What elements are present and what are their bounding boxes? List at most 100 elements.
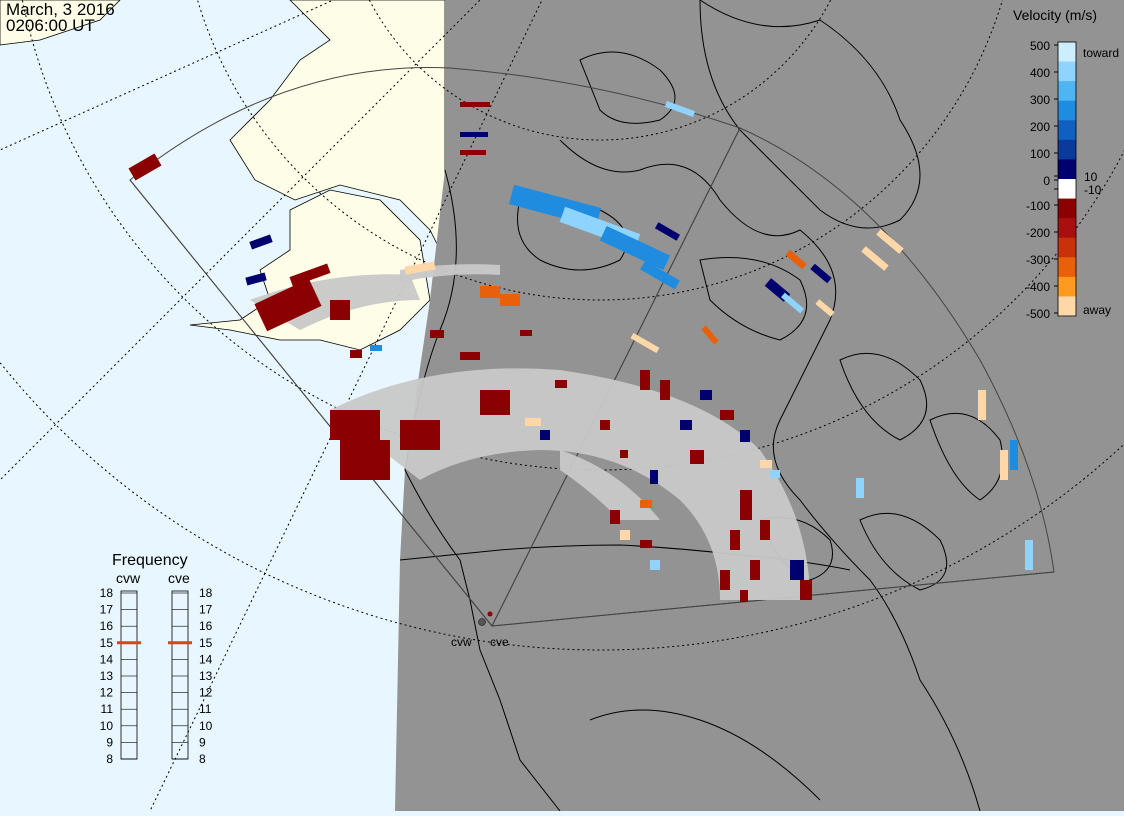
velocity-cell (350, 350, 362, 358)
velocity-color-swatch (1058, 198, 1076, 219)
velocity-cell (785, 249, 807, 270)
frequency-tick-label: 18 (199, 586, 213, 600)
frequency-tick-label: 8 (199, 752, 206, 766)
velocity-cell (620, 530, 630, 540)
velocity-cell (245, 272, 267, 286)
frequency-tick-label: 11 (101, 702, 114, 716)
frequency-panel: Frequency cvw cve 1817161514131211109818… (100, 552, 213, 766)
velocity-cell (400, 420, 440, 450)
velocity-cell (701, 325, 719, 345)
frequency-scale-frame (120, 590, 138, 760)
frequency-tick-label: 9 (199, 735, 206, 749)
velocity-tick-label: 500 (1030, 39, 1050, 53)
frequency-scales: 18 17 16 15 14 13 12 11 10 9 8 18 17 16 15 14 13 12 11 10 9 8 (100, 586, 213, 766)
radar-sites: cvw cve (451, 611, 509, 649)
velocity-cell (1010, 440, 1018, 470)
velocity-cell (525, 418, 541, 426)
velocity-tick-label: -10 (1084, 183, 1102, 197)
velocity-cell (1025, 540, 1033, 570)
velocity-cell (720, 410, 734, 420)
date-label: March, 3 2016 (6, 0, 115, 19)
velocity-cell (640, 260, 680, 290)
velocity-cell (760, 460, 772, 468)
velocity-cell (740, 490, 752, 520)
velocity-cell (249, 234, 273, 250)
radar-site-cve (487, 611, 493, 617)
frequency-tick-label: 17 (199, 603, 213, 617)
velocity-color-swatch (1058, 179, 1076, 200)
velocity-legend: Velocity (m/s) 500400300200100100-10-100… (1013, 7, 1119, 321)
velocity-cell (599, 225, 671, 271)
velocity-cell (780, 292, 805, 314)
siberia-coast (0, 0, 121, 46)
velocity-cell (720, 570, 730, 590)
velocity-tick-label: 10 (1084, 170, 1098, 184)
velocity-cell (876, 229, 904, 254)
velocity-cell (740, 430, 750, 442)
velocity-cell (330, 410, 380, 440)
velocity-color-swatch (1058, 276, 1076, 297)
velocity-color-swatch (1058, 42, 1076, 63)
velocity-cell (460, 102, 490, 107)
velocity-cell (740, 590, 748, 602)
frequency-tick-label: 10 (100, 719, 114, 733)
velocity-cell (790, 560, 804, 580)
velocity-cell (460, 132, 488, 137)
velocity-cell (810, 263, 832, 284)
velocity-cell (856, 478, 864, 498)
velocity-color-swatch (1058, 120, 1076, 141)
velocity-cell (600, 420, 610, 430)
velocity-cell (690, 450, 704, 464)
velocity-color-bar-frame (1057, 41, 1077, 317)
velocity-cell (430, 330, 444, 338)
velocity-cell (640, 370, 650, 390)
velocity-color-swatch (1058, 237, 1076, 258)
velocity-color-swatch (1058, 81, 1076, 102)
frequency-tick-label: 12 (100, 686, 114, 700)
velocity-tick-label: -300 (1026, 253, 1050, 267)
frequency-tick-label: 15 (100, 636, 114, 650)
velocity-cell (640, 540, 652, 548)
frequency-tick-label: 14 (199, 652, 213, 666)
frequency-title: Frequency (112, 552, 188, 569)
velocity-cell (370, 345, 382, 351)
velocity-cell-layer (128, 101, 1033, 602)
frequency-tick-label: 12 (199, 686, 213, 700)
velocity-cell (654, 222, 681, 241)
velocity-cell (480, 390, 510, 415)
frequency-tick-label: 18 (100, 586, 114, 600)
velocity-cell (815, 299, 835, 317)
velocity-cell (520, 330, 532, 336)
velocity-cell (630, 332, 660, 354)
frequency-radar-cvw: cvw (116, 570, 141, 586)
velocity-cell (500, 294, 520, 306)
velocity-cell (480, 286, 500, 298)
frequency-tick-label: 14 (100, 652, 114, 666)
velocity-cell (289, 263, 331, 287)
velocity-cell (460, 352, 480, 360)
velocity-cell (760, 520, 770, 540)
velocity-cell (650, 470, 658, 484)
velocity-cell (730, 530, 740, 550)
velocity-tick-label: 300 (1030, 93, 1050, 107)
velocity-cell (660, 380, 670, 400)
velocity-cell (610, 510, 620, 524)
velocity-legend-title: Velocity (m/s) (1013, 7, 1097, 23)
frequency-tick-label: 16 (100, 619, 114, 633)
velocity-color-swatch (1058, 296, 1076, 317)
velocity-cell (978, 390, 986, 420)
velocity-cell (540, 430, 550, 440)
velocity-color-swatch (1058, 218, 1076, 239)
velocity-cell (620, 450, 628, 458)
velocity-cell (340, 440, 390, 480)
radar-label-cvw: cvw (451, 635, 472, 649)
velocity-tick-label: -400 (1026, 280, 1050, 294)
frequency-tick-label: 9 (106, 735, 113, 749)
velocity-cell (254, 278, 322, 332)
velocity-tick-label: -100 (1026, 199, 1050, 213)
velocity-cell (555, 380, 567, 388)
frequency-tick-label: 17 (100, 603, 114, 617)
velocity-cell (404, 261, 436, 275)
